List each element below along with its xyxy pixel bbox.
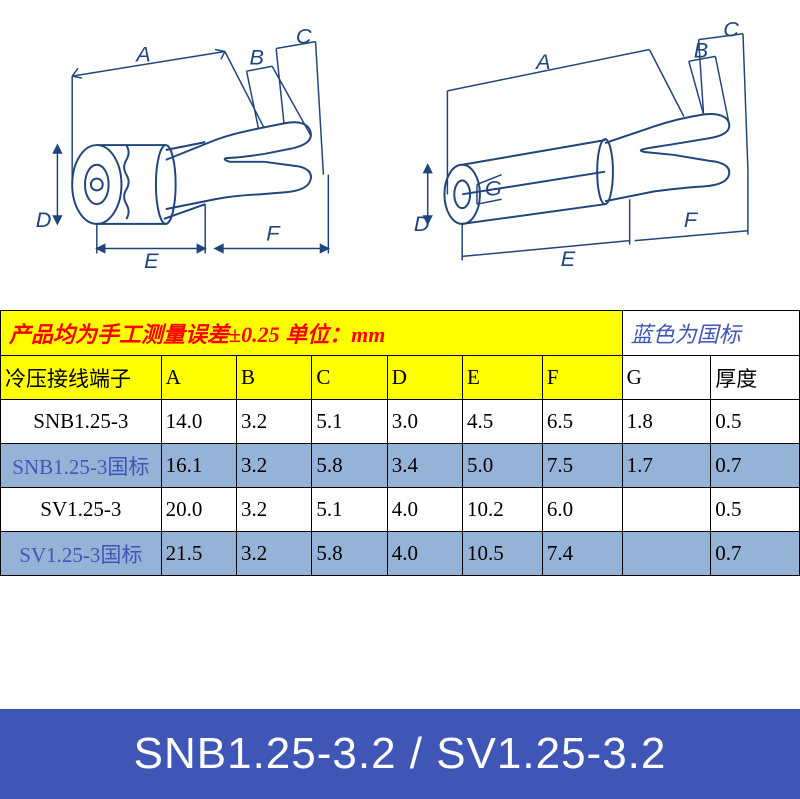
cell: 0.5 <box>711 400 800 444</box>
cell: 1.8 <box>622 400 711 444</box>
table-caption-row: 产品均为手工测量误差±0.25 单位：mm 蓝色为国标 <box>1 311 800 356</box>
cell: 10.2 <box>463 488 543 532</box>
table-row: SV1.25-3国标21.53.25.84.010.57.4 0.7 <box>1 532 800 576</box>
cell: 3.2 <box>237 400 312 444</box>
footer-text: SNB1.25-3.2 / SV1.25-3.2 <box>134 729 667 779</box>
cell: 1.7 <box>622 444 711 488</box>
col-c: C <box>312 356 387 400</box>
col-name-header: 冷压接线端子 <box>1 356 162 400</box>
cell: 3.2 <box>237 532 312 576</box>
col-e: E <box>463 356 543 400</box>
cell: 4.5 <box>463 400 543 444</box>
cell: 16.1 <box>161 444 236 488</box>
cell: 0.7 <box>711 532 800 576</box>
cell: 3.0 <box>387 400 462 444</box>
row-name: SNB1.25-3国标 <box>1 444 162 488</box>
svg-text:D: D <box>414 211 430 236</box>
cell: 5.8 <box>312 444 387 488</box>
table-row: SNB1.25-3国标16.13.25.83.45.07.51.70.7 <box>1 444 800 488</box>
table-row: SV1.25-320.03.25.14.010.26.0 0.5 <box>1 488 800 532</box>
cell: 7.4 <box>542 532 622 576</box>
table-row: SNB1.25-314.03.25.13.04.56.51.80.5 <box>1 400 800 444</box>
caption-main: 产品均为手工测量误差±0.25 单位：mm <box>1 311 623 356</box>
cell: 3.4 <box>387 444 462 488</box>
row-name: SNB1.25-3 <box>1 400 162 444</box>
svg-text:A: A <box>534 49 550 74</box>
col-b: B <box>237 356 312 400</box>
col-thickness: 厚度 <box>711 356 800 400</box>
svg-text:E: E <box>561 246 576 271</box>
cell: 14.0 <box>161 400 236 444</box>
cell: 6.5 <box>542 400 622 444</box>
cell: 10.5 <box>463 532 543 576</box>
col-d: D <box>387 356 462 400</box>
col-a: A <box>161 356 236 400</box>
svg-text:B: B <box>694 37 708 62</box>
cell: 0.5 <box>711 488 800 532</box>
cell: 5.8 <box>312 532 387 576</box>
svg-text:F: F <box>684 207 699 232</box>
cell: 20.0 <box>161 488 236 532</box>
col-g: G <box>622 356 711 400</box>
svg-text:G: G <box>485 175 502 200</box>
row-name: SV1.25-3 <box>1 488 162 532</box>
svg-text:C: C <box>296 24 312 49</box>
footer-bar: SNB1.25-3.2 / SV1.25-3.2 <box>0 709 800 799</box>
table-header-row: 冷压接线端子 A B C D E F G 厚度 <box>1 356 800 400</box>
cell: 5.0 <box>463 444 543 488</box>
spec-table: 产品均为手工测量误差±0.25 单位：mm 蓝色为国标 冷压接线端子 A B C… <box>0 310 800 576</box>
svg-text:A: A <box>134 41 150 66</box>
diagram-snb: A B C D E F <box>18 20 392 280</box>
cell: 4.0 <box>387 532 462 576</box>
cell <box>622 532 711 576</box>
row-name: SV1.25-3国标 <box>1 532 162 576</box>
cell: 4.0 <box>387 488 462 532</box>
cell: 5.1 <box>312 488 387 532</box>
spec-table-wrap: 产品均为手工测量误差±0.25 单位：mm 蓝色为国标 冷压接线端子 A B C… <box>0 300 800 586</box>
diagram-sv: A B C D G E F <box>408 20 782 280</box>
cell: 21.5 <box>161 532 236 576</box>
caption-right: 蓝色为国标 <box>622 311 799 356</box>
svg-text:F: F <box>266 221 281 246</box>
cell: 6.0 <box>542 488 622 532</box>
col-f: F <box>542 356 622 400</box>
cell <box>622 488 711 532</box>
svg-text:C: C <box>723 20 739 42</box>
diagrams-row: A B C D E F <box>0 0 800 300</box>
cell: 5.1 <box>312 400 387 444</box>
cell: 3.2 <box>237 444 312 488</box>
svg-text:E: E <box>144 248 159 273</box>
svg-text:B: B <box>249 44 263 69</box>
svg-text:D: D <box>36 207 52 232</box>
cell: 0.7 <box>711 444 800 488</box>
cell: 7.5 <box>542 444 622 488</box>
cell: 3.2 <box>237 488 312 532</box>
